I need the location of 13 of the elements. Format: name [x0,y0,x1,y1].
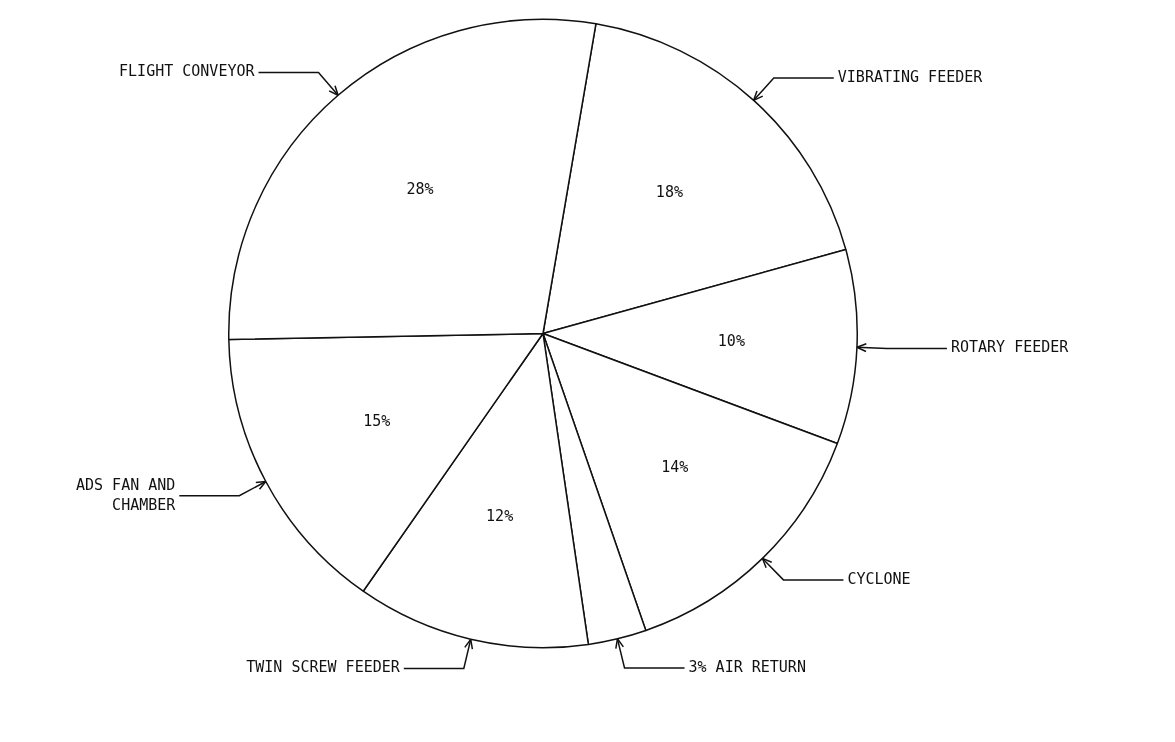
slice-label: 3% AIR RETURN [688,657,806,676]
slice-label: ADS FAN AND CHAMBER [75,475,177,514]
slice-label: FLIGHT CONVEYOR [119,62,256,81]
data-label: 10% [717,331,745,350]
data-label: 28% [406,180,434,199]
data-label: 12% [486,506,514,525]
slice-label: VIBRATING FEEDER [837,67,984,86]
slice-label: ROTARY FEEDER [950,338,1070,357]
data-label: 18% [655,183,683,202]
data-label: 14% [661,458,689,477]
slice-label: CYCLONE [847,569,911,588]
data-label: 15% [363,412,391,431]
slice-label: TWIN SCREW FEEDER [246,658,401,677]
